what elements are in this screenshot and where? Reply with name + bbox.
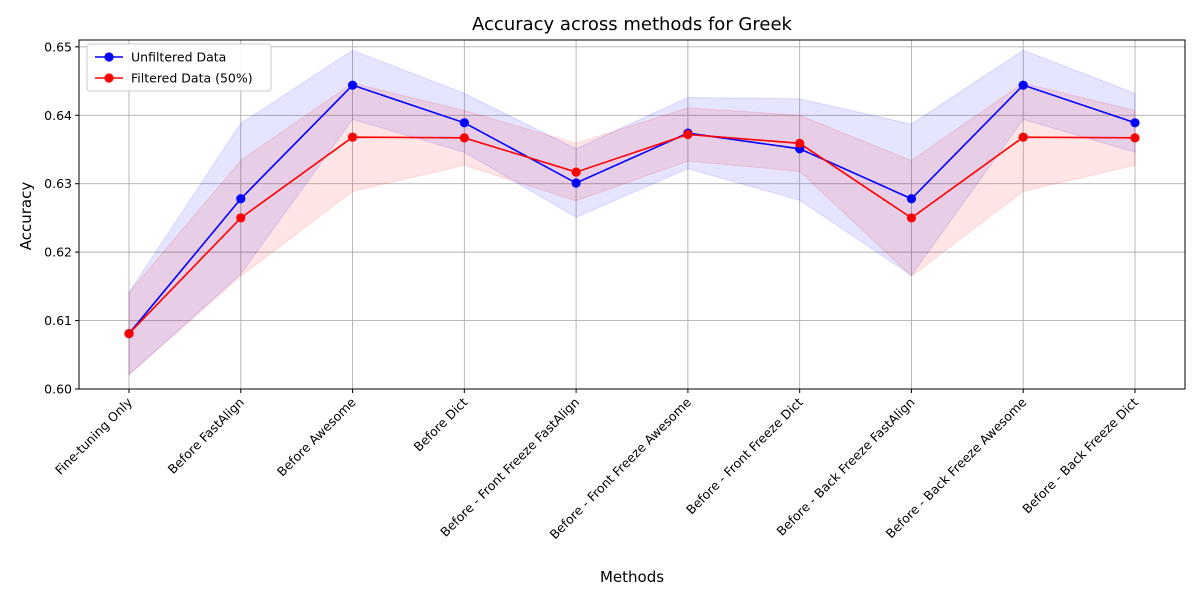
y-axis-label: Accuracy bbox=[17, 182, 35, 251]
y-tick-label: 0.63 bbox=[44, 176, 72, 191]
data-point bbox=[236, 213, 246, 223]
y-tick-labels: 0.60 0.61 0.62 0.63 0.64 0.65 bbox=[44, 39, 79, 397]
legend-label: Unfiltered Data bbox=[131, 50, 226, 65]
x-axis-label: Methods bbox=[600, 568, 664, 586]
confidence-bands bbox=[128, 49, 1136, 376]
y-tick-label: 0.65 bbox=[44, 39, 72, 54]
data-point bbox=[683, 129, 693, 140]
legend-label: Filtered Data (50%) bbox=[131, 71, 253, 86]
data-point bbox=[571, 178, 581, 188]
legend-marker bbox=[104, 52, 114, 62]
y-tick-label: 0.64 bbox=[44, 108, 72, 123]
confidence-band-0 bbox=[128, 49, 1136, 376]
series-lines bbox=[128, 84, 1136, 335]
data-point bbox=[906, 213, 917, 223]
axes bbox=[78, 39, 1186, 390]
data-point bbox=[1130, 118, 1140, 128]
data-point bbox=[236, 194, 246, 204]
data-point bbox=[1130, 133, 1140, 143]
data-point bbox=[1018, 132, 1028, 142]
y-tick-label: 0.62 bbox=[44, 245, 72, 260]
legend: Unfiltered Data Filtered Data (50%) bbox=[86, 43, 272, 92]
x-tick-label: Before FastAlign bbox=[165, 395, 247, 477]
data-point bbox=[1018, 80, 1028, 90]
series-line-1 bbox=[128, 133, 1136, 335]
legend-marker bbox=[104, 73, 114, 83]
data-point bbox=[459, 133, 469, 143]
x-tick-labels: Fine-tuning Only Before FastAlign Before A… bbox=[52, 389, 1141, 542]
x-tick-label: Before Awesome bbox=[274, 394, 359, 479]
plot-frame bbox=[78, 39, 1186, 390]
confidence-band-1 bbox=[128, 82, 1136, 376]
data-point bbox=[459, 118, 469, 128]
series-line-0 bbox=[128, 84, 1136, 335]
data-point bbox=[347, 132, 358, 142]
data-points bbox=[124, 80, 1140, 339]
y-tick-label: 0.61 bbox=[44, 313, 72, 328]
y-tick-label: 0.60 bbox=[44, 382, 72, 397]
data-point bbox=[347, 80, 358, 90]
x-tick-label: Fine-tuning Only bbox=[52, 394, 136, 478]
data-point bbox=[795, 138, 805, 148]
data-point bbox=[571, 167, 581, 177]
chart-title: Accuracy across methods for Greek bbox=[472, 14, 793, 35]
x-tick-label: Before Dict bbox=[411, 394, 471, 454]
data-point bbox=[906, 194, 917, 204]
legend-box bbox=[86, 43, 272, 92]
data-point bbox=[124, 328, 134, 339]
x-tick-label: Before - Back Freeze Dict bbox=[1019, 394, 1141, 516]
x-tick-label: Before - Front Freeze Dict bbox=[683, 394, 806, 517]
